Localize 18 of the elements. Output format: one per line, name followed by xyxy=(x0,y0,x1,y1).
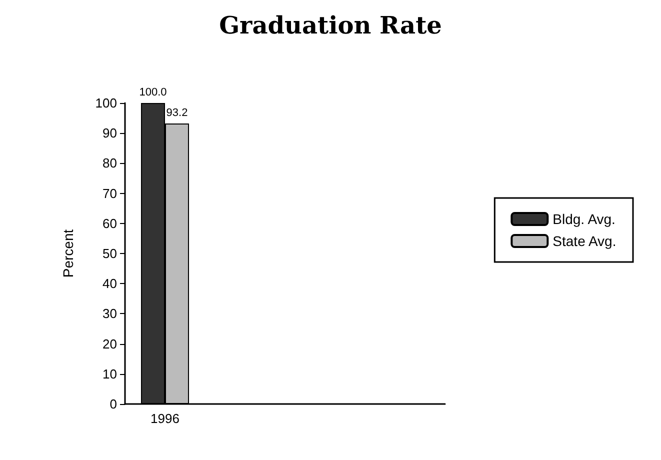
y-tick-label: 10 xyxy=(102,366,117,382)
y-tick-label: 60 xyxy=(102,216,117,231)
y-tick-label: 0 xyxy=(110,396,117,412)
y-tick-label: 80 xyxy=(102,156,117,171)
y-tick-label: 20 xyxy=(102,336,117,352)
data-label: 93.2 xyxy=(166,106,188,119)
chart-title: Graduation Rate xyxy=(219,10,442,40)
y-axis-title: Percent xyxy=(60,229,76,278)
y-tick-label: 40 xyxy=(102,276,117,292)
legend-label: Bldg. Avg. xyxy=(552,211,616,227)
y-tick-label: 30 xyxy=(102,306,117,322)
y-tick-label: 90 xyxy=(102,126,117,141)
legend-label: State Avg. xyxy=(552,233,616,249)
x-tick-label: 1996 xyxy=(150,411,180,426)
y-tick-label: 50 xyxy=(102,246,117,261)
y-tick-label: 70 xyxy=(102,186,117,201)
data-label: 100.0 xyxy=(139,86,167,98)
y-tick-label: 100 xyxy=(95,96,117,110)
